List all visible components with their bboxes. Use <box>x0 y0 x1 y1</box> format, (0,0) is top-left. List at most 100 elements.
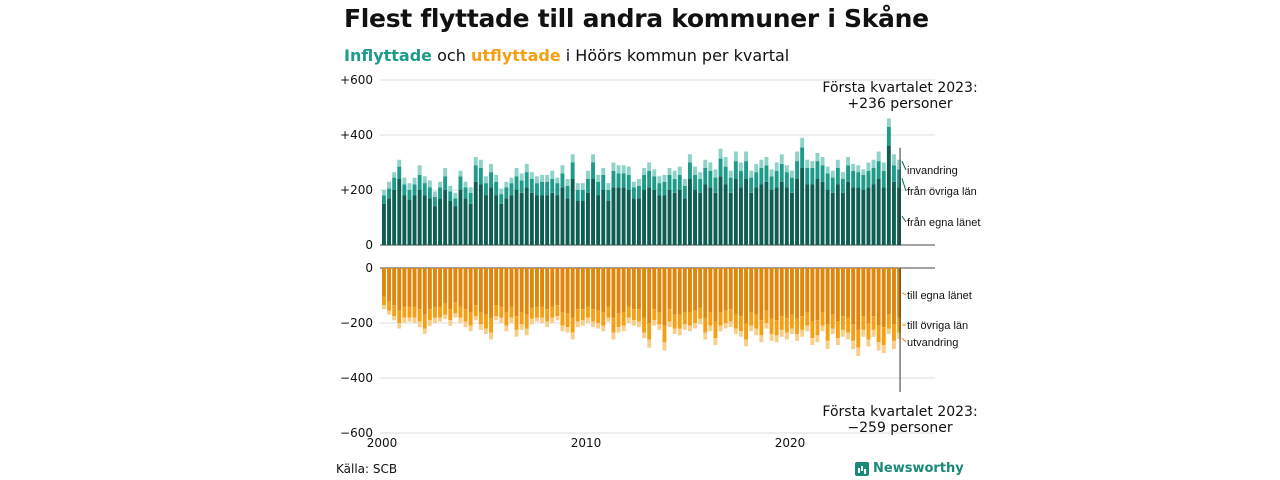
bar-out-other <box>698 307 703 319</box>
bar-in-other <box>509 183 514 196</box>
bar-in-abroad <box>463 181 468 188</box>
bar-in-local <box>825 190 830 245</box>
bar-out-local <box>881 268 886 328</box>
bar-out-other <box>815 320 820 336</box>
bar-out-abroad <box>529 318 534 325</box>
grid-lines <box>380 79 935 434</box>
bar-out-other <box>662 325 667 343</box>
x-tick-label: 2000 <box>367 436 398 450</box>
bar-out-abroad <box>851 340 856 350</box>
bar-in-abroad <box>550 170 555 179</box>
bar-in-local <box>448 201 453 245</box>
bar-out-abroad <box>703 332 708 340</box>
bar-out-other <box>509 306 514 318</box>
bar-in-abroad <box>790 170 794 178</box>
y-tick-label-bottom: 0 <box>365 261 373 275</box>
bar-in-other <box>453 198 458 207</box>
bar-out-other <box>448 309 453 321</box>
newsworthy-icon <box>855 461 869 476</box>
bar-out-abroad <box>489 332 493 340</box>
bar-out-abroad <box>861 329 866 337</box>
bar-in-abroad <box>392 172 397 178</box>
bar-in-local <box>774 187 779 245</box>
bar-in-other <box>851 170 856 188</box>
bar-out-local <box>769 268 774 319</box>
bar-in-abroad <box>601 168 606 175</box>
bar-in-abroad <box>519 173 524 181</box>
bar-out-local <box>392 268 397 306</box>
bar-in-other <box>575 190 580 201</box>
bar-out-local <box>417 268 422 310</box>
bar-out-other <box>718 312 723 326</box>
bar-out-local <box>412 268 417 307</box>
bar-out-local <box>514 268 519 317</box>
bar-in-abroad <box>769 169 774 177</box>
bar-in-other <box>647 170 652 188</box>
bar-in-other <box>438 187 442 199</box>
bar-in-local <box>688 179 692 245</box>
bar-out-local <box>718 268 723 312</box>
bar-out-other <box>856 329 861 348</box>
bar-in-local <box>427 198 432 245</box>
bar-in-other <box>810 168 815 185</box>
bar-out-other <box>621 312 626 326</box>
bar-in-local <box>830 192 835 245</box>
bar-in-local <box>555 195 560 245</box>
bar-in-abroad <box>820 157 825 166</box>
bar-out-other <box>790 314 794 329</box>
bar-out-abroad <box>524 328 529 336</box>
bar-in-abroad <box>892 154 896 166</box>
bar-out-other <box>387 301 391 311</box>
bar-out-other <box>601 312 606 326</box>
bar-out-local <box>892 268 896 325</box>
bar-out-other <box>468 312 473 326</box>
bar-out-other <box>555 305 560 317</box>
bar-in-abroad <box>509 177 514 184</box>
bar-out-local <box>739 268 743 317</box>
bar-in-other <box>886 126 891 146</box>
bar-out-other <box>412 306 417 318</box>
bar-out-other <box>657 312 662 325</box>
bar-in-local <box>677 190 682 245</box>
bar-in-local <box>473 181 478 245</box>
bar-in-abroad <box>621 165 626 174</box>
bar-in-other <box>739 170 743 188</box>
bar-out-abroad <box>739 331 743 337</box>
bar-out-abroad <box>433 317 437 323</box>
bar-in-other <box>601 174 606 190</box>
bar-in-other <box>591 162 595 179</box>
bar-in-abroad <box>565 179 570 186</box>
bar-in-local <box>540 195 544 245</box>
bar-in-local <box>749 192 754 245</box>
annotations: Första kvartalet 2023:+236 personerFörst… <box>822 80 977 436</box>
chart-subtitle: Inflyttade och utflyttade i Höörs kommun… <box>344 46 789 65</box>
bar-in-local <box>739 187 743 245</box>
bar-in-other <box>473 165 478 182</box>
bar-in-abroad <box>616 165 621 174</box>
bar-out-abroad <box>718 325 723 332</box>
bar-out-abroad <box>555 316 560 321</box>
subtitle-och: och <box>432 46 471 65</box>
bar-out-local <box>427 268 432 310</box>
bar-out-other <box>841 316 845 330</box>
label-connector-in <box>901 160 907 171</box>
bar-out-abroad <box>382 305 386 310</box>
bar-in-local <box>728 192 733 245</box>
bar-out-abroad <box>606 317 611 322</box>
bar-out-abroad <box>596 323 601 329</box>
bar-out-other <box>484 314 488 329</box>
bar-in-other <box>703 168 708 185</box>
bar-in-other <box>504 187 509 199</box>
bar-in-abroad <box>682 179 687 186</box>
bar-out-local <box>841 268 845 317</box>
bar-in-local <box>433 206 437 245</box>
bar-out-other <box>667 309 672 322</box>
bar-out-other <box>682 312 687 325</box>
bar-out-abroad <box>484 328 488 334</box>
bar-out-local <box>688 268 692 312</box>
annotation-in-line1: Första kvartalet 2023: <box>822 80 977 96</box>
bar-out-other <box>769 318 774 334</box>
bar-in-local <box>591 179 595 245</box>
bar-in-abroad <box>805 159 810 168</box>
bar-in-local <box>412 195 417 245</box>
